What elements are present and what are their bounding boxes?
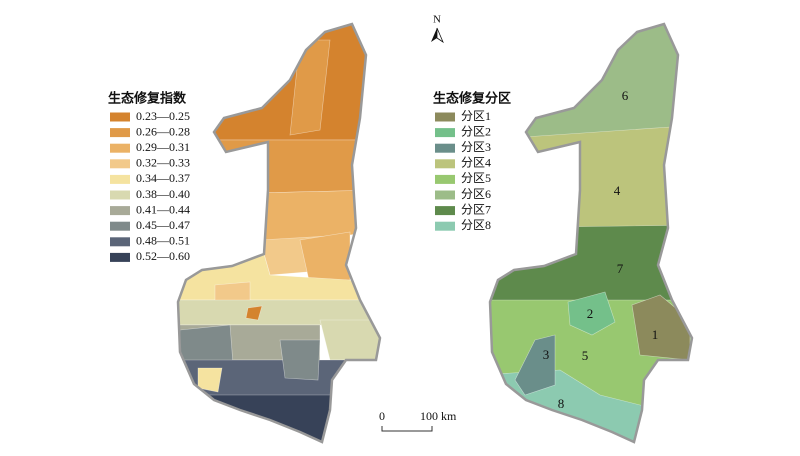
zone-label: 3	[543, 347, 550, 362]
index-region	[214, 281, 251, 303]
north-arrow: N	[431, 14, 444, 44]
zone-region	[490, 24, 692, 146]
province-outline	[488, 22, 694, 444]
legend-label: 0.45—0.47	[136, 218, 190, 232]
legend-swatch	[110, 128, 130, 138]
legend-swatch	[435, 174, 455, 184]
legend-label: 分区7	[461, 202, 491, 216]
zone-region	[567, 291, 616, 336]
legend-label: 0.34—0.37	[136, 171, 190, 185]
legend-swatch	[435, 190, 455, 200]
index-region	[178, 24, 380, 141]
zone-label: 5	[582, 348, 589, 363]
north-label: N	[433, 14, 441, 26]
legend-swatch	[435, 221, 455, 231]
legend-label: 0.41—0.44	[136, 202, 190, 216]
legend-label: 0.29—0.31	[136, 140, 190, 154]
legend-swatch	[110, 143, 130, 153]
index-region	[178, 299, 380, 326]
legend-label: 分区6	[461, 187, 491, 201]
index-region	[245, 305, 263, 321]
legend-label: 0.52—0.60	[136, 249, 190, 263]
legend-swatch	[435, 128, 455, 138]
legend-swatch	[110, 237, 130, 247]
legend-swatch	[110, 159, 130, 169]
legend-label: 分区8	[461, 218, 491, 232]
legend-swatch	[110, 112, 130, 122]
zone-label: 6	[622, 88, 629, 103]
zone-region	[514, 334, 556, 396]
legend-label: 0.26—0.28	[136, 124, 190, 138]
legend-swatch	[110, 252, 130, 262]
legend-label: 分区1	[461, 109, 491, 123]
scale-bar: 0 100 km	[379, 409, 457, 432]
legend-swatch	[435, 206, 455, 216]
legend-title: 生态修复指数	[108, 91, 187, 107]
index-region	[279, 339, 321, 381]
legend-label: 分区2	[461, 124, 491, 138]
zone-label: 2	[587, 306, 594, 321]
legend-label: 分区5	[461, 171, 491, 185]
legend-label: 0.23—0.25	[136, 109, 190, 123]
scale-start: 0	[379, 409, 385, 423]
legend-label: 0.48—0.51	[136, 234, 190, 248]
legend-swatch	[110, 174, 130, 184]
legend-swatch	[110, 221, 130, 231]
legend-label: 分区4	[461, 156, 491, 170]
province-outline	[176, 22, 382, 444]
legend-swatch	[435, 159, 455, 169]
legend-label: 0.32—0.33	[136, 156, 190, 170]
zone-label: 8	[558, 396, 565, 411]
legend-swatch	[435, 143, 455, 153]
legend-title: 生态修复分区	[433, 91, 511, 107]
index-region	[197, 367, 223, 393]
legend-swatch	[435, 112, 455, 122]
zone-label: 1	[652, 327, 659, 342]
zone-label: 4	[614, 183, 621, 198]
legend-swatch	[110, 206, 130, 216]
legend-label: 0.38—0.40	[136, 187, 190, 201]
legend-label: 分区3	[461, 140, 491, 154]
index-region	[319, 319, 380, 361]
index-map	[178, 24, 380, 442]
zone-region	[631, 294, 691, 361]
legend-swatch	[110, 190, 130, 200]
zone-label: 7	[617, 261, 624, 276]
scale-end: 100 km	[420, 409, 457, 423]
index-region	[178, 139, 380, 196]
